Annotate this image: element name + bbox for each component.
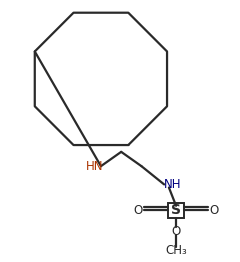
Text: HN: HN bbox=[85, 160, 103, 173]
Text: O: O bbox=[133, 204, 143, 217]
Text: O: O bbox=[210, 204, 219, 217]
Text: O: O bbox=[171, 225, 181, 238]
Text: NH: NH bbox=[164, 178, 182, 191]
Bar bbox=[168, 203, 184, 218]
Text: S: S bbox=[171, 204, 181, 217]
Text: CH₃: CH₃ bbox=[165, 244, 187, 257]
